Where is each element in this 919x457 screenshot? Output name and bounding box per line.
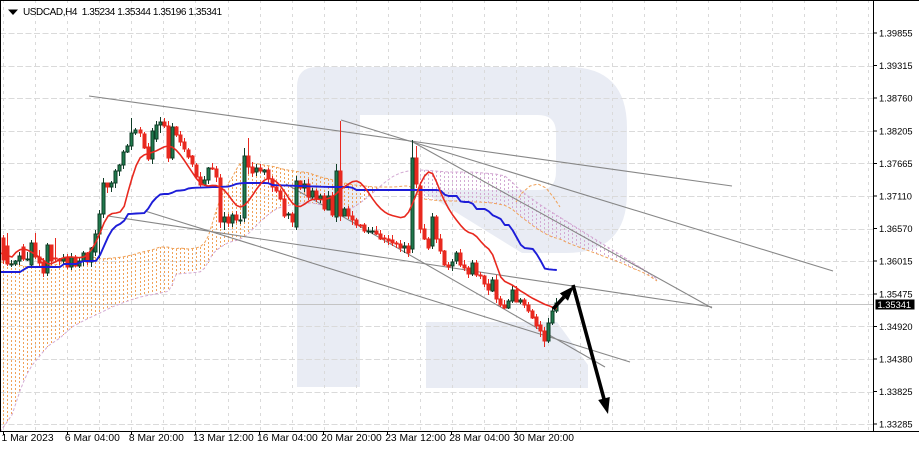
svg-text:USDCAD,H4 1.35234 1.35344 1.3: USDCAD,H4 1.35234 1.35344 1.35196 1.3534… — [23, 7, 222, 18]
svg-text:23 Mar 12:00: 23 Mar 12:00 — [385, 433, 446, 444]
svg-text:30 Mar 20:00: 30 Mar 20:00 — [513, 433, 574, 444]
svg-text:1.36015: 1.36015 — [879, 257, 913, 267]
svg-text:1.36570: 1.36570 — [879, 224, 913, 234]
svg-text:6 Mar 04:00: 6 Mar 04:00 — [65, 433, 120, 444]
svg-text:13 Mar 12:00: 13 Mar 12:00 — [193, 433, 254, 444]
svg-text:1 Mar 2023: 1 Mar 2023 — [2, 433, 54, 444]
svg-text:1.34920: 1.34920 — [879, 322, 913, 332]
svg-text:20 Mar 20:00: 20 Mar 20:00 — [321, 433, 382, 444]
svg-text:1.35341: 1.35341 — [878, 300, 912, 310]
svg-text:1.38205: 1.38205 — [879, 126, 913, 136]
svg-text:1.37665: 1.37665 — [879, 159, 913, 169]
svg-text:1.35475: 1.35475 — [879, 289, 913, 299]
svg-text:28 Mar 04:00: 28 Mar 04:00 — [449, 433, 510, 444]
svg-text:16 Mar 04:00: 16 Mar 04:00 — [257, 433, 318, 444]
svg-text:1.39315: 1.39315 — [879, 61, 913, 71]
svg-text:1.38760: 1.38760 — [879, 94, 913, 104]
svg-text:1.34380: 1.34380 — [879, 355, 913, 365]
svg-text:1.37110: 1.37110 — [879, 192, 912, 202]
svg-text:1.33825: 1.33825 — [879, 387, 913, 397]
svg-text:1.33285: 1.33285 — [879, 420, 913, 430]
svg-text:1.39855: 1.39855 — [879, 29, 913, 39]
svg-text:8 Mar 20:00: 8 Mar 20:00 — [129, 433, 184, 444]
